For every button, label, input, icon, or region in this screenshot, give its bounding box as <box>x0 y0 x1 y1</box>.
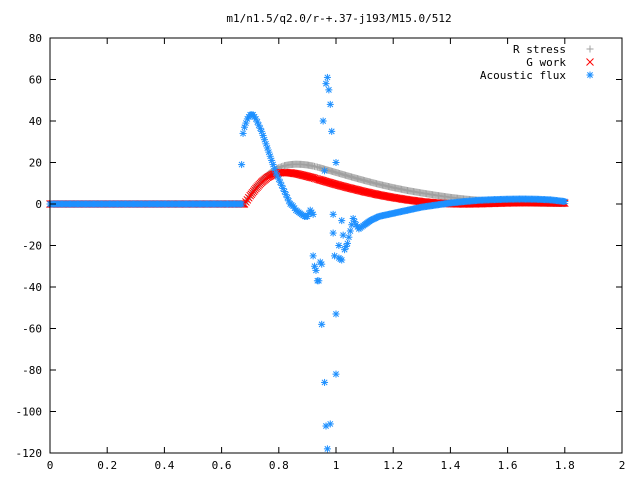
data-point-series-3 <box>321 378 329 386</box>
x-tick-label: 2 <box>619 459 626 472</box>
y-tick-label: 20 <box>29 157 42 170</box>
x-tick-label: 0.2 <box>97 459 117 472</box>
x-tick-label: 0 <box>47 459 54 472</box>
data-point-series-3 <box>323 73 331 81</box>
data-point-series-3 <box>315 277 323 285</box>
x-tick-label: 1.2 <box>383 459 403 472</box>
data-point-series-3 <box>326 100 334 108</box>
x-tick-label: 1 <box>333 459 340 472</box>
data-point-series-3 <box>561 198 569 206</box>
data-point-series-3 <box>238 200 246 208</box>
y-tick-label: -40 <box>22 281 42 294</box>
data-point-series-3 <box>339 231 347 239</box>
data-point-series-3 <box>338 256 346 264</box>
data-point-series-3 <box>323 445 331 453</box>
data-point-series-3 <box>332 159 340 166</box>
axis-layer: 0 0.2 0.4 0.6 0.8 1 1.2 1.4 1.6 1.8 2 80 60 40 20 0 -20 -… <box>16 32 626 472</box>
x-tick-label: 0.8 <box>269 459 289 472</box>
data-point-series-3 <box>329 229 337 237</box>
chart-title: m1/n1.5/q2.0/r-+.37-j193/M15.0/512 <box>226 12 451 25</box>
y-tick-label: -20 <box>22 240 42 253</box>
data-point-series-3 <box>238 161 246 169</box>
data-point-series-3 <box>345 233 353 241</box>
y-tick-label: -80 <box>22 364 42 377</box>
x-tick-label: 0.6 <box>212 459 232 472</box>
y-tick-label: -60 <box>22 323 42 336</box>
legend-label: Acoustic flux <box>480 69 566 82</box>
legend-label: R stress <box>513 43 566 56</box>
data-point-series-2 <box>310 174 319 183</box>
data-point-series-3 <box>322 80 330 88</box>
y-tick-label: 0 <box>35 198 42 211</box>
series-3 <box>46 73 569 453</box>
y-tick-label: 40 <box>29 115 42 128</box>
legend-marker <box>586 45 594 53</box>
x-tick-label: 1.8 <box>555 459 575 472</box>
legend-marker <box>586 71 594 79</box>
data-point-series-3 <box>309 252 317 260</box>
data-layer <box>46 73 569 453</box>
data-point-series-3 <box>325 86 333 94</box>
data-point-series-3 <box>318 260 326 268</box>
x-tick-label: 1.6 <box>498 459 518 472</box>
data-point-series-3 <box>328 127 336 135</box>
legend-marker <box>586 58 594 66</box>
x-tick-label: 0.4 <box>154 459 174 472</box>
legend-label: G work <box>526 56 566 69</box>
y-tick-label: 80 <box>29 32 42 45</box>
data-point-series-3 <box>321 167 329 175</box>
data-point-series-3 <box>332 310 340 318</box>
data-point-series-3 <box>326 420 334 428</box>
data-point-series-3 <box>312 266 320 274</box>
y-tick-label: -100 <box>16 406 43 419</box>
data-point-series-3 <box>239 129 247 137</box>
data-point-series-3 <box>309 210 317 218</box>
data-point-series-3 <box>346 227 354 235</box>
data-point-series-3 <box>338 217 346 225</box>
y-tick-label: 60 <box>29 74 42 87</box>
data-point-series-3 <box>343 239 351 247</box>
data-point-series-3 <box>332 370 340 378</box>
data-point-series-3 <box>318 320 326 328</box>
data-point-series-3 <box>319 117 327 125</box>
data-point-series-2 <box>309 174 317 182</box>
data-point-series-3 <box>329 210 337 218</box>
y-tick-label: -120 <box>16 447 43 460</box>
data-point-series-3 <box>335 242 343 249</box>
x-tick-label: 1.4 <box>440 459 460 472</box>
data-point-series-3 <box>322 422 330 430</box>
